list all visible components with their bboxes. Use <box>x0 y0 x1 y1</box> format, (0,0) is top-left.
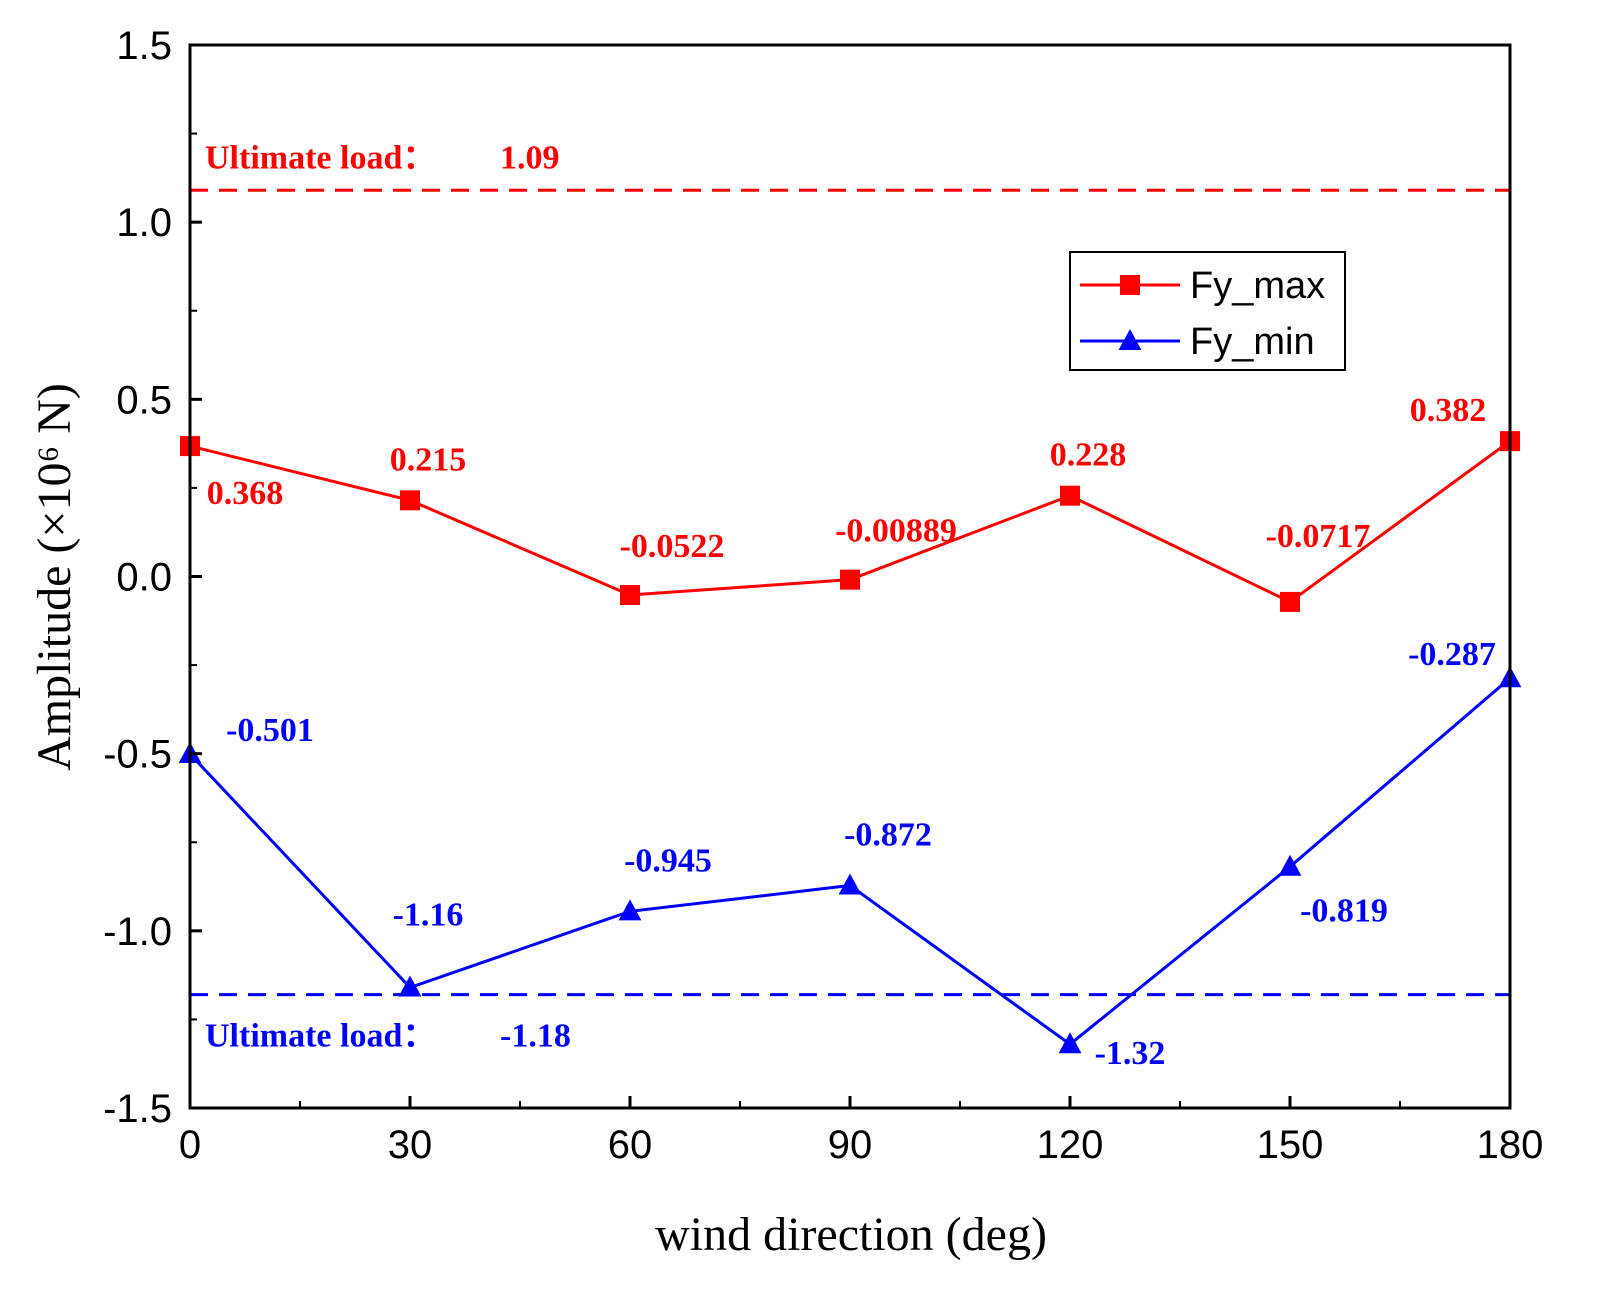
x-tick-label: 0 <box>179 1123 201 1167</box>
ultimate-load-value: 1.09 <box>500 139 560 176</box>
data-label-Fy_min: -0.872 <box>844 816 932 853</box>
data-label-Fy_max: 0.368 <box>207 475 284 512</box>
data-point-Fy_min <box>618 899 642 921</box>
data-point-Fy_max <box>620 584 640 605</box>
data-point-Fy_min <box>398 975 422 997</box>
legend-box <box>1069 251 1346 371</box>
data-point-Fy_max <box>1060 485 1080 506</box>
legend-label-Fy_min: Fy_min <box>1190 321 1315 363</box>
y-tick-label: -1.0 <box>103 910 172 954</box>
legend-label-Fy_max: Fy_max <box>1190 265 1325 307</box>
x-axis-title: wind direction (deg) <box>655 1208 1047 1261</box>
x-tick-label: 180 <box>1477 1123 1544 1167</box>
data-point-Fy_min <box>838 873 862 895</box>
data-point-Fy_max <box>400 490 420 511</box>
data-point-Fy_max <box>1280 591 1300 612</box>
data-label-Fy_min: -1.32 <box>1095 1035 1166 1072</box>
y-tick-label: 1.0 <box>116 201 172 245</box>
x-tick-label: 120 <box>1037 1123 1104 1167</box>
x-tick-label: 60 <box>608 1123 653 1167</box>
y-tick-label: 0.0 <box>116 556 172 600</box>
data-point-Fy_min <box>1058 1032 1082 1054</box>
data-label-Fy_min: -0.945 <box>624 842 712 879</box>
ultimate-load-label: Ultimate load： <box>205 1018 436 1055</box>
data-label-Fy_min: -0.287 <box>1408 636 1496 673</box>
data-label-Fy_min: -0.819 <box>1300 893 1388 930</box>
x-tick-label: 90 <box>828 1123 873 1167</box>
data-point-Fy_max <box>840 569 860 590</box>
data-labels: 0.368 0.215 -0.0522 -0.00889 0.228 -0.0717 0.3… <box>207 392 1496 1072</box>
data-label-Fy_max: -0.0717 <box>1266 518 1371 555</box>
axes: 0 30 60 90 120 150 180 1.5 1.0 0.5 0.0 -0.5 -1.0 -1.5 <box>103 24 1543 1167</box>
data-label-Fy_min: -1.16 <box>393 897 464 934</box>
data-label-Fy_max: -0.0522 <box>620 528 725 565</box>
data-label-Fy_max: 0.228 <box>1050 437 1127 474</box>
y-tick-label: 1.5 <box>116 24 172 68</box>
data-label-Fy_max: 0.215 <box>390 441 467 478</box>
x-tick-label: 150 <box>1257 1123 1324 1167</box>
data-point-Fy_min <box>1278 854 1302 876</box>
legend: Fy_max Fy_min <box>1069 251 1346 371</box>
series-line-Fy_min <box>188 677 1511 1047</box>
x-tick-label: 30 <box>388 1123 433 1167</box>
ultimate-load-label: Ultimate load： <box>205 139 436 176</box>
legend-marker-Fy_max <box>1120 275 1140 295</box>
data-label-Fy_max: -0.00889 <box>835 513 957 550</box>
y-axis-title: Amplitude (×10⁶ N) <box>28 383 81 771</box>
data-label-Fy_max: 0.382 <box>1410 392 1487 429</box>
ultimate-load-value: -1.18 <box>500 1018 571 1055</box>
data-label-Fy_min: -0.501 <box>226 712 314 749</box>
y-tick-label: -1.5 <box>103 1087 172 1131</box>
y-tick-label: 0.5 <box>116 378 172 422</box>
legend-marker-Fy_min <box>1118 329 1142 350</box>
y-tick-label: -0.5 <box>103 733 172 777</box>
